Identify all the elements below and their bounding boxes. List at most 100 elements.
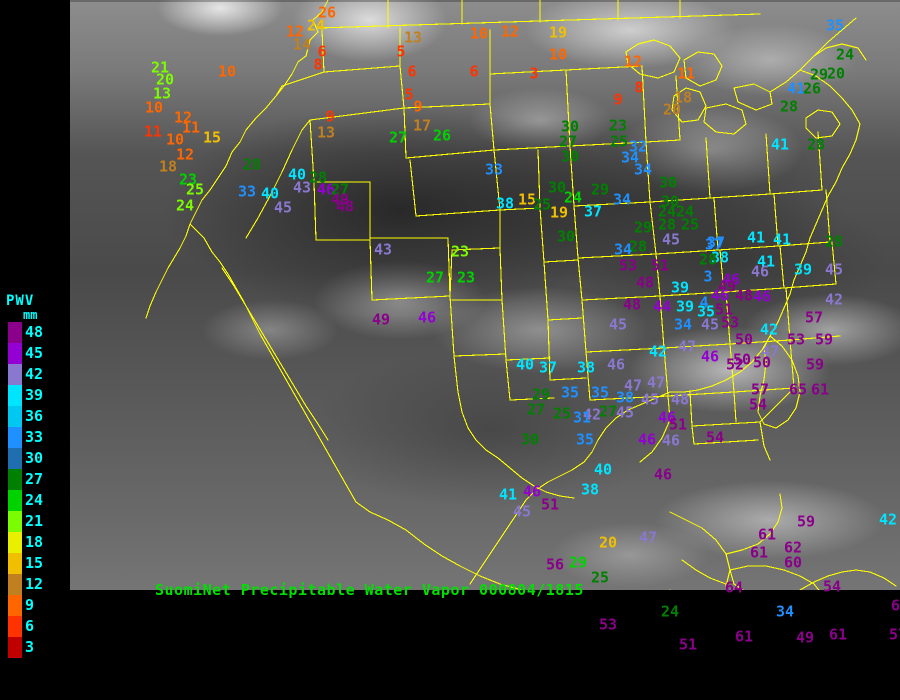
pwv-station-value: 27: [526, 400, 546, 419]
pwv-station-value: 40: [515, 355, 535, 374]
pwv-station-value: 6: [469, 62, 479, 81]
pwv-station-value: 24: [175, 196, 195, 215]
pwv-station-value: 45: [608, 315, 628, 334]
border-us-canada: [317, 13, 761, 29]
colorbar-swatch: [8, 469, 22, 490]
pwv-station-value: 13: [403, 28, 423, 47]
pwv-station-value: 53: [720, 313, 740, 332]
border-states-midwest: [645, 75, 841, 349]
pwv-station-value: 39: [675, 297, 695, 316]
pwv-station-value: 48: [622, 295, 642, 314]
coastline-atlantic-canada: [769, 17, 867, 139]
pwv-station-value: 25: [609, 132, 629, 151]
pwv-station-value: 28: [657, 215, 677, 234]
pwv-station-value: 10: [165, 130, 185, 149]
pwv-station-value: 40: [260, 184, 280, 203]
pwv-station-value: 35: [575, 430, 595, 449]
pwv-station-value: 46: [750, 262, 770, 281]
pwv-station-value: 42: [759, 320, 779, 339]
pwv-station-value: 45: [661, 230, 681, 249]
colorbar-tick-label: 9: [25, 596, 35, 614]
pwv-station-value: 25: [680, 215, 700, 234]
pwv-station-value: 19: [549, 203, 569, 222]
pwv-station-value: 30: [547, 178, 567, 197]
colorbar-tick-label: 42: [25, 365, 44, 383]
pwv-station-value: 26: [802, 79, 822, 98]
colorbar-tick-label: 39: [25, 386, 44, 404]
pwv-station-value: 28: [806, 135, 826, 154]
pwv-station-value: 46: [606, 355, 626, 374]
pwv-station-value: 27: [598, 402, 618, 421]
colorbar-swatch: [8, 406, 22, 427]
pwv-station-value: 29: [568, 553, 588, 572]
colorbar-tick-label: 45: [25, 344, 44, 362]
pwv-station-value: 6: [317, 42, 327, 61]
pwv-station-value: 65: [788, 380, 808, 399]
pwv-station-value: 5: [396, 42, 406, 61]
colorbar-swatch: [8, 343, 22, 364]
pwv-station-value: 45: [273, 198, 293, 217]
pwv-station-value: 34: [613, 240, 633, 259]
pwv-station-value: 12: [500, 22, 520, 41]
coastline-pacific: [145, 0, 329, 319]
pwv-station-value: 20: [826, 64, 846, 83]
pwv-station-value: 42: [824, 290, 844, 309]
pwv-station-value: 27: [388, 128, 408, 147]
pwv-station-value: 51: [678, 635, 698, 654]
pwv-station-value: 45: [640, 390, 660, 409]
pwv-station-value: 61: [757, 525, 777, 544]
pwv-station-value: 29: [809, 65, 829, 84]
pwv-station-value: 33: [237, 182, 257, 201]
colorbar-swatch: [8, 490, 22, 511]
pwv-station-value: 28: [779, 97, 799, 116]
colorbar-tick-label: 27: [25, 470, 44, 488]
coastline-caribbean: [669, 569, 897, 590]
pwv-station-value: 19: [548, 23, 568, 42]
pwv-station-value: 27: [330, 180, 350, 199]
colorbar-tick-label: 24: [25, 491, 44, 509]
pwv-station-value: 59: [814, 330, 834, 349]
pwv-station-value: 21: [150, 58, 170, 77]
coastline-gulf: [469, 391, 671, 585]
pwv-station-value: 34: [633, 160, 653, 179]
pwv-station-value: 46: [417, 308, 437, 327]
pwv-station-value: 18: [673, 88, 693, 107]
pwv-station-value: 10: [548, 45, 568, 64]
pwv-station-value: 8: [634, 78, 644, 97]
pwv-station-value: 29: [633, 218, 653, 237]
pwv-station-value: 49: [795, 628, 815, 647]
pwv-station-value: 20: [662, 100, 682, 119]
pwv-station-value: 38: [576, 358, 596, 377]
pwv-station-value: 24: [657, 202, 677, 221]
pwv-station-value: 54: [705, 428, 725, 447]
pwv-station-value: 41: [746, 228, 766, 247]
pwv-station-value: 25: [185, 180, 205, 199]
coastline-mexico-west: [355, 501, 523, 590]
pwv-station-value: 5: [404, 85, 414, 104]
pwv-station-value: 40: [593, 460, 613, 479]
pwv-station-value: 41: [772, 230, 792, 249]
pwv-station-value: 12: [173, 108, 193, 127]
pwv-station-value: 54: [822, 577, 842, 596]
pwv-station-value: 46: [653, 465, 673, 484]
gulf-of-california: [221, 267, 329, 441]
pwv-station-value: 41: [786, 79, 806, 98]
pwv-station-value: 35: [696, 302, 716, 321]
pwv-station-value: 30: [658, 173, 678, 192]
pwv-station-value: 44: [652, 297, 672, 316]
colorbar-tick-labels: 48 45 42 39 36 33 30 27 24 21 18 15 12 9 6 3: [25, 322, 43, 658]
pwv-station-value: 50: [752, 353, 772, 372]
pwv-station-value: 29: [590, 180, 610, 199]
pwv-station-value: 61: [828, 625, 848, 644]
pwv-station-value: 10: [217, 62, 237, 81]
pwv-station-value: 60: [783, 553, 803, 572]
pwv-station-value: 33: [484, 160, 504, 179]
pwv-station-value: 51: [650, 256, 670, 275]
pwv-station-value: 24: [563, 188, 583, 207]
colorbar-swatch: [8, 364, 22, 385]
pwv-station-value: 28: [242, 155, 262, 174]
pwv-station-value: 38: [580, 480, 600, 499]
pwv-station-value: 23: [456, 268, 476, 287]
pwv-station-value: 46: [661, 431, 681, 450]
